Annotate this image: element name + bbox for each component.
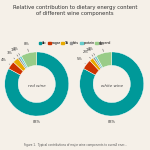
Text: 8%: 8% — [24, 42, 29, 52]
Wedge shape — [90, 58, 101, 70]
Wedge shape — [96, 52, 112, 68]
Wedge shape — [84, 61, 99, 75]
Text: white wine: white wine — [101, 84, 123, 88]
Wedge shape — [20, 56, 28, 68]
Text: 8%: 8% — [99, 42, 104, 52]
Text: 1%: 1% — [11, 48, 18, 56]
Text: 3%: 3% — [7, 51, 15, 59]
Wedge shape — [18, 57, 27, 69]
Text: Figure 1.  Typical contributions of major wine components to overall ener...: Figure 1. Typical contributions of major… — [24, 143, 126, 147]
Text: 1%: 1% — [88, 47, 95, 55]
Text: 2%: 2% — [83, 50, 90, 58]
Wedge shape — [95, 56, 103, 68]
Text: 4%: 4% — [1, 58, 10, 64]
Wedge shape — [93, 57, 102, 69]
Wedge shape — [21, 52, 37, 68]
Text: 1%: 1% — [86, 48, 93, 56]
Text: 83%: 83% — [33, 120, 41, 124]
Wedge shape — [80, 52, 144, 116]
Text: Relative contribution to dietary energy content
of different wine components: Relative contribution to dietary energy … — [13, 4, 137, 16]
Text: 83%: 83% — [108, 120, 116, 124]
Wedge shape — [5, 52, 69, 116]
Legend: Alc, sugar, TA, fats, protein, glycerol: Alc, sugar, TA, fats, protein, glycerol — [38, 40, 112, 46]
Wedge shape — [9, 62, 23, 75]
Text: red wine: red wine — [28, 84, 46, 88]
Text: 1%: 1% — [13, 47, 20, 55]
Text: 5%: 5% — [76, 57, 85, 63]
Wedge shape — [13, 58, 26, 71]
